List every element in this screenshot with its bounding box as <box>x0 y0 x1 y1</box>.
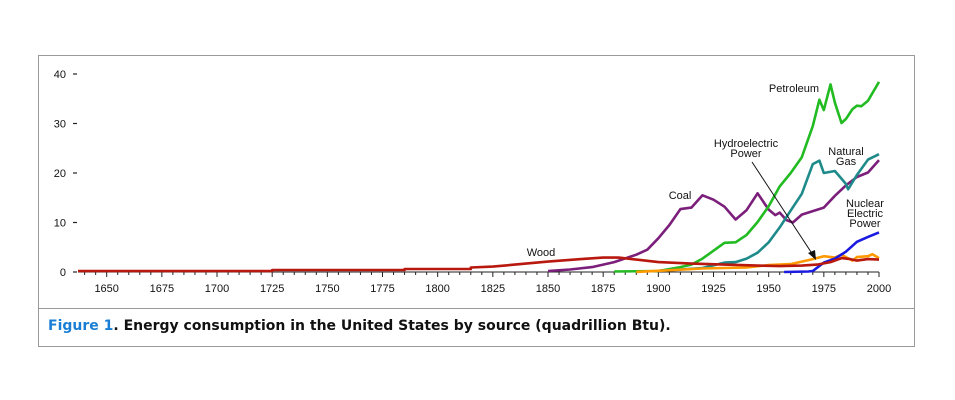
y-tick-label: 20 <box>54 168 66 180</box>
series-label: Gas <box>836 156 857 168</box>
x-tick-label: 1900 <box>646 283 670 295</box>
x-tick-label: 1975 <box>812 283 836 295</box>
y-tick-label: 0 <box>60 267 66 279</box>
axes: 1650 1675 1700 1725 1750 1775 1800 1825 1850 1875… <box>54 69 891 295</box>
caption-divider <box>38 308 915 309</box>
x-tick-label: 1950 <box>756 283 780 295</box>
series-line-coal <box>547 159 880 273</box>
series-line-wood <box>78 256 880 273</box>
series-label: Wood <box>527 247 556 259</box>
figure-frame <box>38 55 915 347</box>
series-line-petroleum <box>614 81 881 273</box>
x-tick-label: 1800 <box>425 283 449 295</box>
series-label: Electric <box>847 208 884 220</box>
hydro-label-arrowhead <box>808 250 816 260</box>
x-tick-label: 1650 <box>94 283 118 295</box>
series-label: Power <box>849 218 881 230</box>
series-label: Petroleum <box>769 83 819 95</box>
x-tick-label: 1825 <box>481 283 505 295</box>
y-tick-label: 30 <box>54 119 66 131</box>
x-tick-label: 1725 <box>260 283 284 295</box>
series-line-hydroelectric-power <box>636 252 880 274</box>
hydro-label-arrow <box>751 161 814 256</box>
x-tick-label: 1875 <box>591 283 615 295</box>
series-label: Hydroelectric <box>714 138 779 150</box>
series-line-nuclear-electric-power <box>784 231 880 274</box>
x-tick-label: 1775 <box>370 283 394 295</box>
series-label: Coal <box>669 190 692 202</box>
series-lines <box>78 81 881 274</box>
x-tick-label: 2000 <box>867 283 891 295</box>
x-tick-label: 1925 <box>701 283 725 295</box>
y-tick-label: 40 <box>54 69 66 81</box>
figure-caption: Figure 1. Energy consumption in the Unit… <box>48 318 671 334</box>
y-tick-label: 10 <box>54 218 66 230</box>
series-label: Natural <box>828 146 863 158</box>
series-line-natural-gas <box>658 153 880 273</box>
series-label: Nuclear <box>846 198 884 210</box>
figure-label: Figure 1 <box>48 318 114 334</box>
x-tick-label: 1675 <box>150 283 174 295</box>
series-label: Power <box>730 148 762 160</box>
x-tick-label: 1700 <box>205 283 229 295</box>
x-tick-label: 1750 <box>315 283 339 295</box>
x-tick-label: 1850 <box>536 283 560 295</box>
caption-text: . Energy consumption in the United State… <box>113 318 671 334</box>
